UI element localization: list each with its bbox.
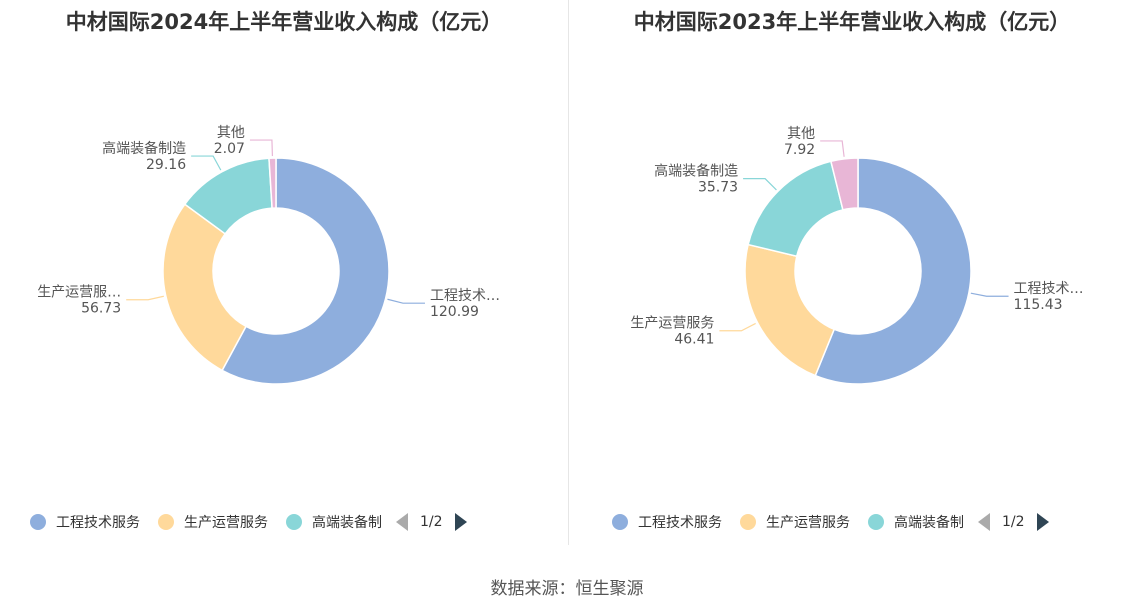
chart-title: 中材国际2024年上半年营业收入构成（亿元） <box>65 10 503 34</box>
slice-value-label: 56.73 <box>81 301 121 317</box>
chart-title: 中材国际2023年上半年营业收入构成（亿元） <box>633 10 1071 34</box>
slice-name-label: 工程技术… <box>430 288 500 304</box>
legend-item[interactable]: 工程技术服务 <box>30 512 140 532</box>
legend: 工程技术服务 生产运营服务 高端装备制 1/2 <box>612 512 1049 532</box>
slice-name-label: 其他 <box>217 125 245 141</box>
legend-item[interactable]: 工程技术服务 <box>612 512 722 532</box>
pie-slice[interactable] <box>814 157 972 385</box>
legend-prev-icon[interactable] <box>978 513 990 531</box>
pie-slice[interactable] <box>829 157 859 211</box>
label-leader-line <box>719 322 756 332</box>
pie-slice[interactable] <box>268 157 277 209</box>
slice-name-label: 高端装备制造 <box>102 140 186 157</box>
legend-next-icon[interactable] <box>1036 513 1049 531</box>
slice-value-label: 115.43 <box>1014 297 1063 313</box>
legend-next-icon[interactable] <box>454 513 467 531</box>
legend-page-indicator: 1/2 <box>420 514 443 530</box>
data-source-note: 数据来源：恒生聚源 <box>490 579 644 599</box>
label-leader-line <box>820 140 845 157</box>
legend-dot <box>740 514 756 530</box>
label-leader-line <box>191 155 222 171</box>
slice-name-label: 生产运营服务 <box>630 316 714 332</box>
pie-slice[interactable] <box>221 157 390 385</box>
legend-dot <box>612 514 628 530</box>
slice-value-label: 35.73 <box>698 180 738 196</box>
legend-pager: 1/2 <box>396 513 467 531</box>
slice-value-label: 7.92 <box>784 142 815 158</box>
legend: 工程技术服务 生产运营服务 高端装备制 1/2 <box>30 512 467 532</box>
legend-label: 生产运营服务 <box>184 515 268 531</box>
legend-item[interactable]: 生产运营服务 <box>158 512 268 532</box>
slice-value-label: 29.16 <box>146 157 186 173</box>
legend-pager: 1/2 <box>978 513 1049 531</box>
legend-label: 高端装备制 <box>894 515 964 531</box>
chart-panel-2024: 中材国际2024年上半年营业收入构成（亿元） 工程技术… 120.99 生产运营服…… <box>0 0 568 545</box>
legend-label: 工程技术服务 <box>638 515 722 531</box>
legend-item[interactable]: 高端装备制 <box>286 512 382 532</box>
slice-value-label: 120.99 <box>430 304 479 320</box>
pie-slice[interactable] <box>162 203 248 372</box>
chart-panel-2023: 中材国际2023年上半年营业收入构成（亿元） 工程技术… 115.43 生产运营服务… <box>570 0 1134 545</box>
legend-label: 高端装备制 <box>312 515 382 531</box>
label-leader-line <box>970 292 1009 297</box>
slice-value-label: 46.41 <box>674 332 714 348</box>
label-leader-line <box>126 295 164 301</box>
legend-dot <box>868 514 884 530</box>
legend-dot <box>30 514 46 530</box>
legend-item[interactable]: 生产运营服务 <box>740 512 850 532</box>
label-leader-line <box>387 298 425 304</box>
legend-page-indicator: 1/2 <box>1002 514 1025 530</box>
legend-label: 工程技术服务 <box>56 515 140 531</box>
legend-dot <box>286 514 302 530</box>
panel-divider <box>568 0 569 545</box>
label-leader-line <box>743 178 777 191</box>
legend-label: 生产运营服务 <box>766 515 850 531</box>
legend-dot <box>158 514 174 530</box>
slice-name-label: 其他 <box>787 126 815 142</box>
slice-name-label: 生产运营服… <box>37 285 121 301</box>
pie-slice[interactable] <box>744 243 836 377</box>
slice-name-label: 高端装备制造 <box>654 163 738 180</box>
slice-value-label: 2.07 <box>214 141 245 157</box>
slice-name-label: 工程技术… <box>1014 281 1084 297</box>
pie-slice[interactable] <box>747 160 844 258</box>
label-leader-line <box>249 139 274 157</box>
legend-prev-icon[interactable] <box>396 513 408 531</box>
legend-item[interactable]: 高端装备制 <box>868 512 964 532</box>
